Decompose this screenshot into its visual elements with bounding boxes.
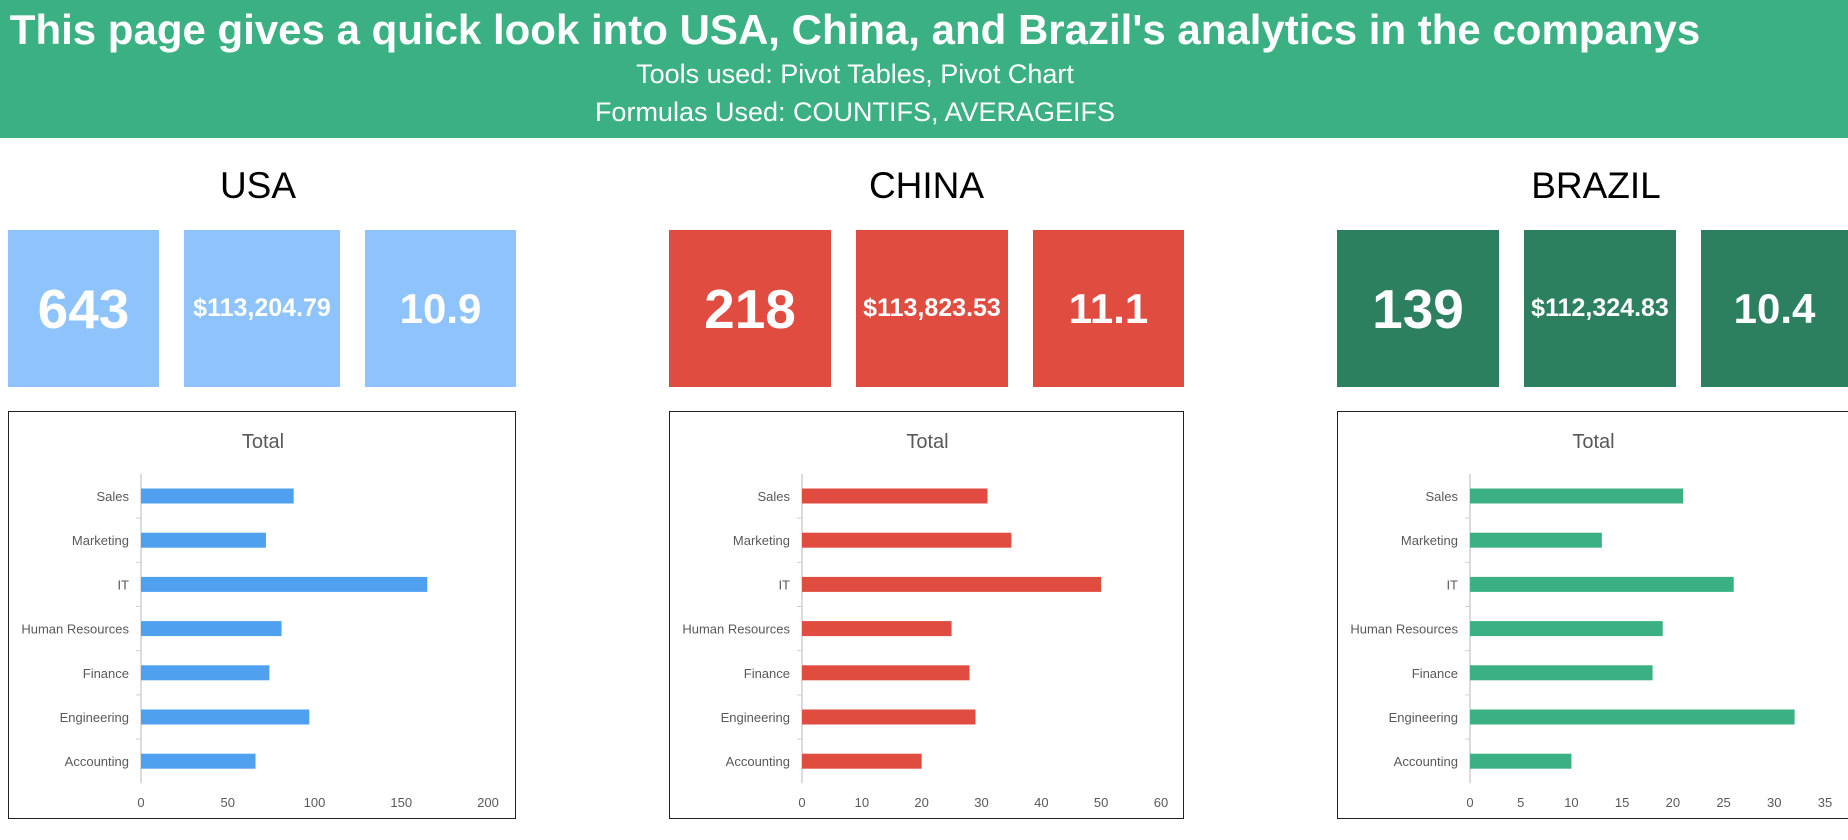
usa-bar-accounting (141, 753, 256, 769)
brazil-category-label: Finance (1412, 666, 1458, 681)
page-title: This page gives a quick look into USA, C… (9, 6, 1701, 53)
brazil-x-tick-label: 0 (1466, 795, 1473, 810)
usa-x-tick-label: 50 (221, 795, 235, 810)
china-x-tick-label: 0 (798, 795, 805, 810)
usa-x-tick-label: 0 (137, 795, 144, 810)
usa-category-label: Accounting (65, 754, 129, 769)
china-bar-marketing (802, 532, 1012, 548)
brazil-category-label: Engineering (1389, 710, 1458, 725)
china-category-label: Marketing (733, 533, 790, 548)
china-average-salary-kpi: $113,823.53 (856, 230, 1008, 387)
china-category-label: Engineering (721, 710, 790, 725)
usa-bar-human-resources (141, 621, 282, 637)
brazil-bar-human-resources (1470, 621, 1663, 637)
usa-category-label: Engineering (60, 710, 129, 725)
china-category-label: Accounting (726, 754, 790, 769)
usa-bar-it (141, 576, 428, 592)
china-category-label: IT (778, 577, 790, 592)
china-category-label: Sales (757, 489, 790, 504)
brazil-bar-chart-svg: Total Sales Marketing IT Human Resources Fina… (1350, 431, 1832, 810)
china-bar-finance (802, 665, 970, 681)
usa-bar-engineering (141, 709, 310, 725)
formulas-used-text: Formulas Used: COUNTIFS, AVERAGEIFS (594, 97, 1116, 127)
usa-x-tick-label: 150 (390, 795, 412, 810)
brazil-bar-sales (1470, 488, 1683, 504)
china-chart: Total Sales Marketing IT Human Resources Fina… (669, 411, 1184, 819)
usa-chart: Total Sales Marketing IT Human Resources Fina… (8, 411, 516, 819)
usa-bar-chart-svg: Total Sales Marketing IT Human Resources Fina… (21, 431, 499, 810)
usa-x-tick-label: 100 (304, 795, 326, 810)
china-bar-human-resources (802, 621, 952, 637)
usa-bar-sales (141, 488, 294, 504)
china-bar-it (802, 576, 1102, 592)
china-bar-sales (802, 488, 988, 504)
brazil-bar-finance (1470, 665, 1653, 681)
brazil-category-label: Human Resources (1350, 622, 1458, 637)
brazil-category-label: Sales (1425, 489, 1458, 504)
china-bar-accounting (802, 753, 922, 769)
country-title-usa: USA (219, 165, 297, 206)
usa-average-salary-kpi: $113,204.79 (184, 230, 340, 387)
header-gap-2 (1184, 138, 1848, 140)
brazil-x-tick-label: 25 (1716, 795, 1730, 810)
brazil-bar-accounting (1470, 753, 1572, 769)
brazil-average-kpi: 10.4 (1701, 230, 1848, 387)
china-x-tick-label: 40 (1034, 795, 1048, 810)
china-average-kpi: 11.1 (1033, 230, 1184, 387)
china-bar-chart-svg: Total Sales Marketing IT Human Resources Fina… (682, 431, 1168, 810)
china-x-tick-label: 60 (1154, 795, 1168, 810)
brazil-x-tick-label: 35 (1818, 795, 1832, 810)
brazil-average-salary-kpi: $112,324.83 (1524, 230, 1676, 387)
usa-category-label: Sales (96, 489, 129, 504)
tools-used-text: Tools used: Pivot Tables, Pivot Chart (636, 59, 1074, 89)
usa-count-kpi: 643 (8, 230, 159, 387)
usa-category-label: Marketing (72, 533, 129, 548)
brazil-chart: Total Sales Marketing IT Human Resources Fina… (1337, 411, 1848, 819)
china-category-label: Finance (744, 666, 790, 681)
country-title-china: CHINA (868, 165, 985, 206)
brazil-x-tick-label: 10 (1564, 795, 1578, 810)
usa-category-label: IT (117, 577, 129, 592)
china-x-tick-label: 10 (855, 795, 869, 810)
china-category-label: Human Resources (682, 622, 790, 637)
header-banner: This page gives a quick look into USA, C… (0, 0, 1848, 138)
usa-chart-title: Total (242, 431, 284, 453)
usa-category-label: Human Resources (21, 622, 129, 637)
china-x-tick-label: 50 (1094, 795, 1108, 810)
china-chart-title: Total (906, 431, 948, 453)
brazil-x-tick-label: 20 (1666, 795, 1680, 810)
usa-category-label: Finance (83, 666, 129, 681)
brazil-count-kpi: 139 (1337, 230, 1499, 387)
brazil-category-label: IT (1446, 577, 1458, 592)
brazil-x-tick-label: 5 (1517, 795, 1524, 810)
usa-x-tick-label: 200 (477, 795, 499, 810)
brazil-bar-marketing (1470, 532, 1602, 548)
usa-average-kpi: 10.9 (365, 230, 516, 387)
usa-bar-finance (141, 665, 270, 681)
brazil-category-label: Accounting (1394, 754, 1458, 769)
china-x-tick-label: 20 (914, 795, 928, 810)
brazil-x-tick-label: 15 (1615, 795, 1629, 810)
brazil-category-label: Marketing (1401, 533, 1458, 548)
china-count-kpi: 218 (669, 230, 831, 387)
brazil-bar-engineering (1470, 709, 1795, 725)
header-gap-1 (516, 138, 669, 140)
usa-bar-marketing (141, 532, 266, 548)
china-bar-engineering (802, 709, 976, 725)
brazil-x-tick-label: 30 (1767, 795, 1781, 810)
brazil-chart-title: Total (1572, 431, 1614, 453)
china-x-tick-label: 30 (974, 795, 988, 810)
brazil-bar-it (1470, 576, 1734, 592)
country-title-brazil: BRAZIL (1531, 165, 1661, 206)
